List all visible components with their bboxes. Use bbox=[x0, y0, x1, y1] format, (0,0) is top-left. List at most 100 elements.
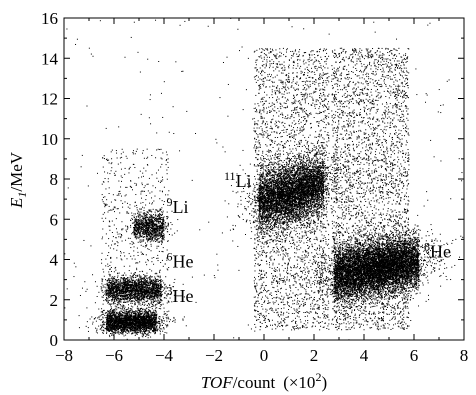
background-point bbox=[325, 308, 327, 310]
background-point bbox=[297, 176, 299, 178]
background-point bbox=[273, 235, 275, 237]
background-point bbox=[109, 225, 111, 227]
background-point bbox=[277, 173, 279, 175]
background-point bbox=[287, 153, 289, 155]
background-point bbox=[261, 194, 263, 196]
background-point bbox=[404, 301, 406, 303]
background-point bbox=[258, 272, 260, 274]
background-point bbox=[269, 111, 271, 113]
background-point bbox=[139, 261, 141, 263]
background-point bbox=[277, 158, 279, 160]
background-point bbox=[386, 149, 388, 151]
background-point bbox=[348, 165, 350, 167]
background-point bbox=[337, 78, 339, 80]
background-point bbox=[267, 245, 269, 247]
background-point bbox=[275, 240, 277, 242]
background-point bbox=[269, 134, 271, 136]
background-point bbox=[303, 267, 305, 269]
background-point bbox=[292, 176, 294, 178]
background-point bbox=[401, 298, 403, 300]
background-point bbox=[272, 97, 274, 99]
background-point bbox=[340, 168, 342, 170]
background-point bbox=[326, 134, 328, 136]
background-point bbox=[258, 127, 260, 129]
background-point bbox=[303, 161, 305, 163]
background-point bbox=[297, 127, 299, 129]
background-point bbox=[290, 129, 292, 131]
background-point bbox=[299, 49, 301, 51]
background-point bbox=[265, 48, 267, 50]
background-point bbox=[134, 167, 136, 169]
background-point bbox=[368, 313, 370, 315]
background-point bbox=[303, 299, 305, 301]
background-point bbox=[304, 293, 306, 295]
background-point bbox=[392, 143, 394, 145]
background-point bbox=[276, 236, 278, 238]
background-point bbox=[323, 100, 325, 102]
background-point bbox=[396, 258, 398, 260]
background-point bbox=[348, 125, 350, 127]
background-point bbox=[258, 92, 260, 94]
background-point bbox=[273, 250, 275, 252]
background-point bbox=[301, 216, 303, 218]
background-point bbox=[309, 294, 311, 296]
background-point bbox=[287, 253, 289, 255]
background-point bbox=[261, 51, 263, 53]
background-point bbox=[322, 272, 324, 274]
background-point bbox=[306, 293, 308, 295]
background-point bbox=[403, 93, 405, 95]
background-point bbox=[289, 242, 291, 244]
background-point bbox=[331, 227, 333, 229]
background-point bbox=[263, 236, 265, 238]
background-point bbox=[359, 58, 361, 60]
background-point bbox=[273, 163, 275, 165]
background-point bbox=[157, 254, 159, 256]
background-point bbox=[278, 278, 280, 280]
background-point bbox=[363, 233, 365, 235]
background-point bbox=[270, 309, 272, 311]
background-point bbox=[259, 292, 261, 294]
background-point bbox=[321, 234, 323, 236]
background-point bbox=[323, 205, 325, 207]
background-point bbox=[269, 51, 271, 53]
background-point bbox=[319, 286, 321, 288]
background-point bbox=[406, 211, 408, 213]
background-point bbox=[121, 228, 123, 230]
background-point bbox=[309, 80, 311, 82]
background-point bbox=[293, 230, 295, 232]
background-point bbox=[262, 101, 264, 103]
background-point bbox=[263, 96, 265, 98]
background-point bbox=[152, 303, 154, 305]
background-point bbox=[277, 66, 279, 68]
background-point bbox=[297, 145, 299, 147]
background-point bbox=[316, 280, 318, 282]
background-point bbox=[255, 133, 257, 135]
background-point bbox=[116, 241, 118, 243]
background-point bbox=[325, 173, 327, 175]
background-point bbox=[261, 322, 263, 324]
background-point bbox=[394, 312, 396, 314]
background-point bbox=[279, 254, 281, 256]
background-point bbox=[257, 124, 259, 126]
background-point bbox=[298, 153, 300, 155]
background-point bbox=[304, 177, 306, 179]
background-point bbox=[397, 136, 399, 138]
background-point bbox=[254, 239, 256, 241]
background-point bbox=[286, 74, 288, 76]
background-point bbox=[159, 333, 161, 335]
background-point bbox=[145, 199, 147, 201]
background-point bbox=[303, 227, 305, 229]
background-point bbox=[314, 249, 316, 251]
background-point bbox=[254, 259, 256, 261]
background-point bbox=[279, 292, 281, 294]
background-point bbox=[126, 212, 128, 214]
background-point bbox=[295, 234, 297, 236]
background-point bbox=[305, 282, 307, 284]
background-point bbox=[319, 329, 321, 331]
background-point bbox=[265, 327, 267, 328]
background-point bbox=[339, 187, 341, 189]
background-point bbox=[277, 127, 279, 129]
background-point bbox=[323, 326, 325, 328]
background-point bbox=[304, 254, 306, 256]
background-point bbox=[284, 97, 286, 99]
